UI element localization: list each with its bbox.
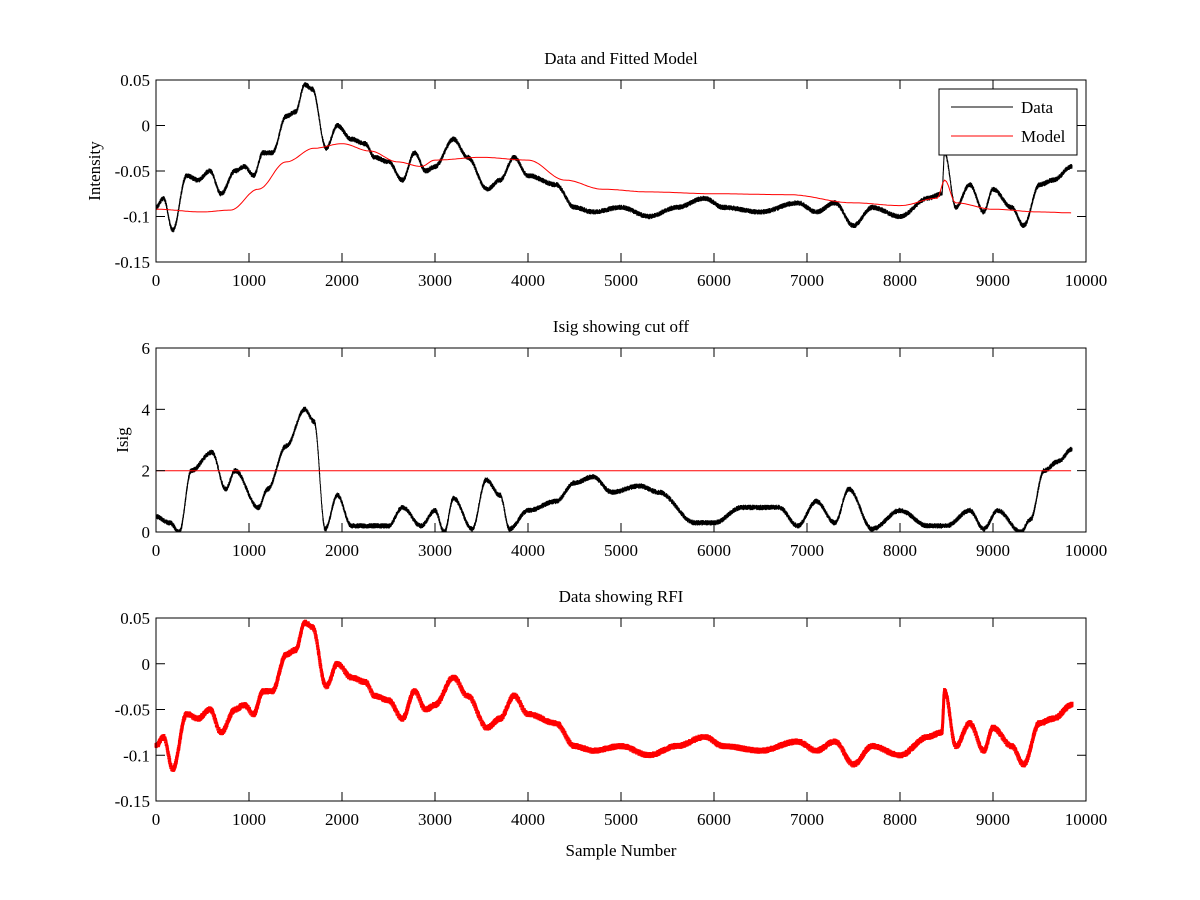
x-tick-label: 10000	[1065, 271, 1108, 290]
x-tick-label: 6000	[697, 541, 731, 560]
x-tick-label: 1000	[232, 541, 266, 560]
subplot-rfi-xlabel: Sample Number	[566, 841, 677, 860]
x-tick-label: 5000	[604, 810, 638, 829]
x-tick-label: 2000	[325, 541, 359, 560]
x-tick-label: 0	[152, 271, 161, 290]
x-tick-label: 8000	[883, 541, 917, 560]
x-tick-label: 0	[152, 810, 161, 829]
y-tick-label: 2	[142, 462, 151, 481]
x-tick-label: 7000	[790, 271, 824, 290]
subplot-fit-title: Data and Fitted Model	[544, 49, 698, 68]
x-tick-label: 7000	[790, 541, 824, 560]
subplot-isig-title: Isig showing cut off	[553, 317, 689, 336]
x-tick-label: 4000	[511, 271, 545, 290]
legend-label-data: Data	[1021, 98, 1054, 117]
legend-label-model: Model	[1021, 127, 1066, 146]
x-tick-label: 6000	[697, 271, 731, 290]
x-tick-label: 9000	[976, 810, 1010, 829]
x-tick-label: 4000	[511, 810, 545, 829]
series-data-rfi-marked--line	[154, 619, 1074, 772]
x-tick-label: 7000	[790, 810, 824, 829]
x-tick-label: 2000	[325, 271, 359, 290]
y-tick-label: -0.1	[123, 208, 150, 227]
x-tick-label: 4000	[511, 541, 545, 560]
subplot-fit: Data and Fitted Model Intensity 0 1000 200…	[85, 49, 1107, 290]
y-tick-label: 0.05	[120, 71, 150, 90]
y-tick-label: 0.05	[120, 609, 150, 628]
subplot-isig-plot-area	[155, 406, 1073, 533]
y-tick-label: -0.15	[115, 253, 150, 272]
x-tick-label: 10000	[1065, 541, 1108, 560]
subplot-fit-ylabel: Intensity	[85, 141, 104, 201]
x-tick-label: 3000	[418, 271, 452, 290]
x-tick-label: 5000	[604, 271, 638, 290]
x-tick-label: 10000	[1065, 810, 1108, 829]
y-tick-label: -0.05	[115, 162, 150, 181]
y-tick-label: -0.15	[115, 792, 150, 811]
subplot-fit-frame	[155, 79, 1087, 263]
subplot-isig: Isig showing cut off Isig 0 1000 2000 3000 4…	[113, 317, 1107, 560]
y-tick-label: 0	[142, 117, 151, 136]
x-tick-label: 3000	[418, 810, 452, 829]
x-tick-label: 8000	[883, 810, 917, 829]
subplot-rfi-frame	[155, 617, 1087, 802]
x-tick-label: 1000	[232, 271, 266, 290]
x-tick-label: 2000	[325, 810, 359, 829]
x-tick-label: 3000	[418, 541, 452, 560]
subplot-isig-frame	[155, 347, 1087, 533]
subplot-rfi: Data showing RFI 0 1000 2000 3000 4000 5000 60…	[115, 587, 1108, 860]
x-tick-label: 5000	[604, 541, 638, 560]
subplot-fit-plot-area	[155, 82, 1073, 233]
y-tick-label: -0.05	[115, 701, 150, 720]
x-tick-label: 8000	[883, 271, 917, 290]
y-tick-label: 0	[142, 655, 151, 674]
legend-box	[938, 88, 1078, 156]
subplot-isig-ticks: 0 1000 2000 3000 4000 5000 6000 7000 8000 9000 100…	[142, 339, 1108, 560]
subplot-rfi-title: Data showing RFI	[559, 587, 684, 606]
y-tick-label: 0	[142, 523, 151, 542]
subplot-rfi-plot-area	[154, 619, 1074, 772]
series-model-line	[156, 143, 1072, 214]
x-tick-label: 0	[152, 541, 161, 560]
subplot-rfi-ticks: 0 1000 2000 3000 4000 5000 6000 7000 8000 9000 100…	[115, 609, 1108, 829]
legend: Data Model	[938, 88, 1078, 156]
y-tick-label: 4	[142, 400, 151, 419]
x-tick-label: 6000	[697, 810, 731, 829]
series-isig-line	[155, 406, 1073, 533]
x-tick-label: 9000	[976, 271, 1010, 290]
y-tick-label: -0.1	[123, 746, 150, 765]
y-tick-label: 6	[142, 339, 151, 358]
x-tick-label: 1000	[232, 810, 266, 829]
x-tick-label: 9000	[976, 541, 1010, 560]
subplot-isig-ylabel: Isig	[113, 427, 132, 453]
subplot-fit-ticks: 0 1000 2000 3000 4000 5000 6000 7000 8000 9000 100…	[115, 71, 1108, 290]
